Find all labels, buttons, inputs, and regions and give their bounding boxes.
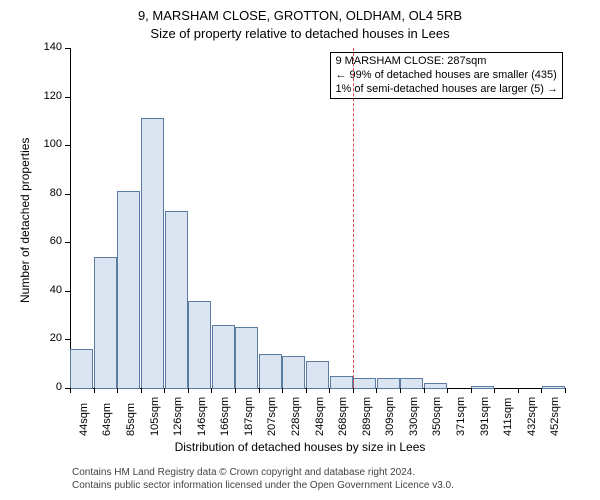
y-tick-label: 40 — [32, 284, 62, 296]
x-tick-label: 166sqm — [219, 397, 231, 436]
histogram-bar — [94, 257, 117, 389]
x-tick-label: 350sqm — [431, 397, 443, 436]
footer-line-1: Contains HM Land Registry data © Crown c… — [72, 466, 454, 479]
histogram-bar — [400, 378, 423, 389]
x-tick-label: 330sqm — [408, 397, 420, 436]
x-tick — [188, 388, 189, 393]
x-tick-label: 187sqm — [243, 397, 255, 436]
histogram-bar — [306, 361, 329, 389]
y-tick-label: 120 — [32, 90, 62, 102]
footer-text: Contains HM Land Registry data © Crown c… — [72, 466, 454, 492]
annotation-line-1: 9 MARSHAM CLOSE: 287sqm — [335, 55, 558, 69]
chart-subtitle: Size of property relative to detached ho… — [0, 26, 600, 41]
x-tick-label: 248sqm — [314, 397, 326, 436]
x-axis-label: Distribution of detached houses by size … — [0, 440, 600, 454]
x-tick-label: 64sqm — [101, 403, 113, 436]
x-tick — [94, 388, 95, 393]
histogram-bar — [282, 356, 305, 389]
x-tick-label: 391sqm — [479, 397, 491, 436]
x-tick — [141, 388, 142, 393]
annotation-box: 9 MARSHAM CLOSE: 287sqm ← 99% of detache… — [330, 52, 563, 99]
histogram-bar — [471, 386, 494, 389]
x-tick — [329, 388, 330, 393]
x-tick — [471, 388, 472, 393]
histogram-bar — [353, 378, 376, 389]
annotation-line-2: ← 99% of detached houses are smaller (43… — [335, 69, 558, 83]
x-tick — [376, 388, 377, 393]
histogram-bar — [542, 386, 565, 389]
y-tick-label: 20 — [32, 332, 62, 344]
x-tick-label: 268sqm — [337, 397, 349, 436]
x-tick-label: 146sqm — [196, 397, 208, 436]
y-tick — [65, 48, 70, 49]
histogram-bar — [377, 378, 400, 389]
x-tick — [353, 388, 354, 393]
x-tick — [259, 388, 260, 393]
histogram-bar — [70, 349, 93, 389]
y-tick — [65, 194, 70, 195]
histogram-bar — [424, 383, 447, 389]
x-tick — [282, 388, 283, 393]
y-tick-label: 0 — [32, 381, 62, 393]
y-tick — [65, 339, 70, 340]
y-tick — [65, 97, 70, 98]
y-tick-label: 100 — [32, 138, 62, 150]
x-tick — [447, 388, 448, 393]
y-tick — [65, 242, 70, 243]
histogram-bar — [330, 376, 353, 389]
x-tick-label: 452sqm — [549, 397, 561, 436]
histogram-bar — [188, 301, 211, 389]
y-tick — [65, 291, 70, 292]
y-tick-label: 60 — [32, 235, 62, 247]
x-tick — [306, 388, 307, 393]
histogram-bar — [259, 354, 282, 389]
histogram-bar — [141, 118, 164, 389]
x-tick — [424, 388, 425, 393]
property-marker-line — [353, 48, 354, 388]
x-tick — [164, 388, 165, 393]
x-tick-label: 44sqm — [78, 403, 90, 436]
x-tick — [70, 388, 71, 393]
x-tick — [518, 388, 519, 393]
x-tick-label: 207sqm — [266, 397, 278, 436]
y-tick-label: 140 — [32, 41, 62, 53]
histogram-bar — [235, 327, 258, 389]
histogram-bar — [117, 191, 140, 389]
x-tick-label: 411sqm — [502, 398, 514, 436]
x-tick — [494, 388, 495, 393]
x-tick-label: 432sqm — [526, 397, 538, 436]
x-tick-label: 371sqm — [455, 397, 467, 436]
x-tick-label: 126sqm — [172, 397, 184, 436]
x-tick — [541, 388, 542, 393]
x-tick-label: 309sqm — [384, 397, 396, 436]
x-tick — [211, 388, 212, 393]
x-tick-label: 105sqm — [149, 397, 161, 436]
histogram-bar — [165, 211, 188, 389]
x-tick — [400, 388, 401, 393]
annotation-line-3: 1% of semi-detached houses are larger (5… — [335, 83, 558, 97]
y-tick — [65, 145, 70, 146]
x-tick — [117, 388, 118, 393]
y-axis-label: Number of detached properties — [18, 138, 32, 303]
x-tick-label: 228sqm — [290, 397, 302, 436]
footer-line-2: Contains public sector information licen… — [72, 479, 454, 492]
y-tick-label: 80 — [32, 187, 62, 199]
y-axis-line — [70, 48, 71, 388]
chart-title: 9, MARSHAM CLOSE, GROTTON, OLDHAM, OL4 5… — [0, 8, 600, 23]
x-tick-label: 289sqm — [361, 397, 373, 436]
histogram-bar — [212, 325, 235, 389]
x-tick — [565, 388, 566, 393]
x-tick-label: 85sqm — [125, 403, 137, 436]
x-tick — [235, 388, 236, 393]
